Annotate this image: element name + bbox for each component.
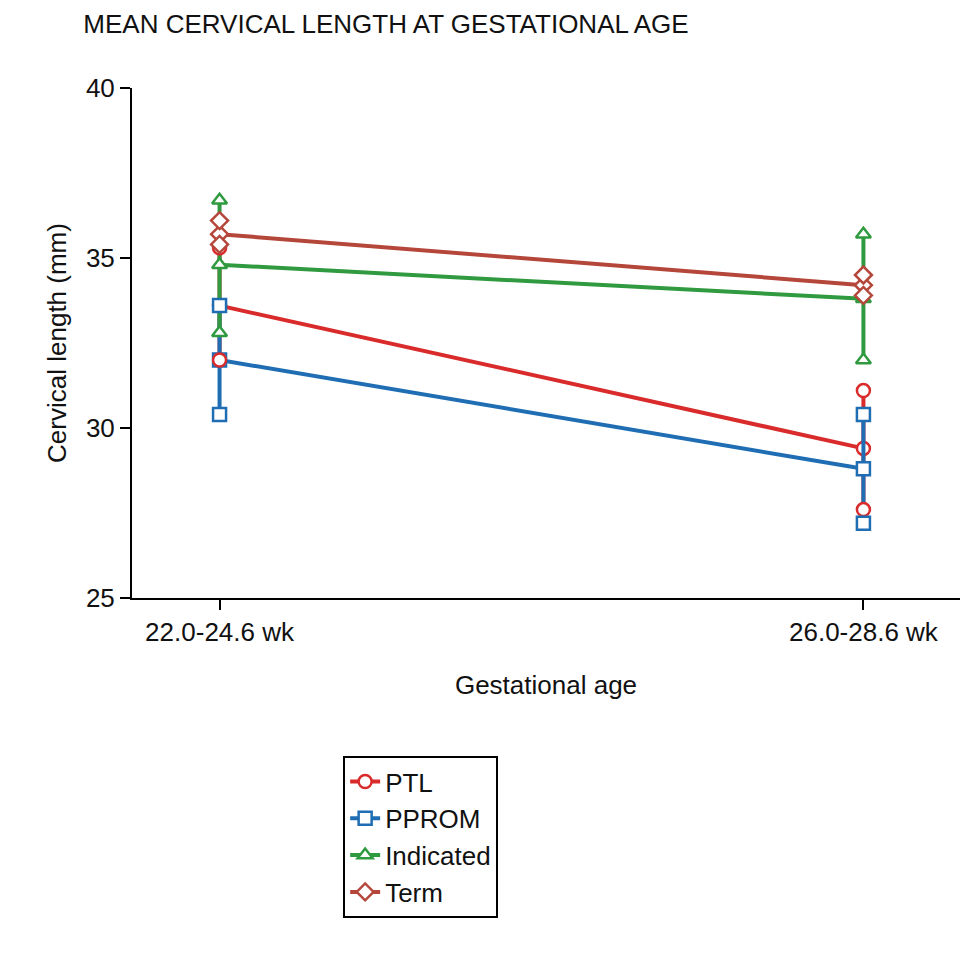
svg-text:PPROM: PPROM <box>385 804 480 834</box>
svg-text:30: 30 <box>86 413 115 443</box>
svg-text:Indicated: Indicated <box>385 841 491 871</box>
svg-text:Cervical length (mm): Cervical length (mm) <box>42 223 72 463</box>
svg-text:MEAN CERVICAL LENGTH AT GESTAT: MEAN CERVICAL LENGTH AT GESTATIONAL AGE <box>83 9 688 39</box>
svg-text:PTL: PTL <box>385 768 433 798</box>
svg-text:22.0-24.6 wk: 22.0-24.6 wk <box>145 617 295 647</box>
svg-text:Term: Term <box>385 878 443 908</box>
svg-text:40: 40 <box>86 73 115 103</box>
svg-text:26.0-28.6 wk: 26.0-28.6 wk <box>789 617 939 647</box>
svg-text:25: 25 <box>86 583 115 613</box>
svg-text:35: 35 <box>86 243 115 273</box>
svg-text:Gestational age: Gestational age <box>455 670 637 700</box>
